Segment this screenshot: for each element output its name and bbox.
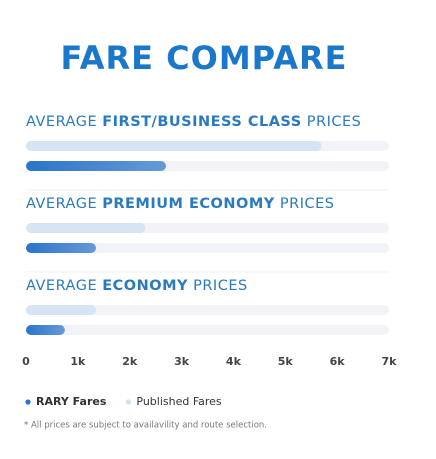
bar: [26, 305, 97, 315]
x-tick-label: 5k: [278, 355, 294, 368]
bar: [26, 141, 322, 151]
label-category: FIRST/BUSINESS CLASS: [102, 114, 301, 130]
footnote: * All prices are subject to availavility…: [24, 421, 267, 431]
group-label: AVERAGE PREMIUM ECONOMY PRICES: [26, 196, 334, 212]
group-label: AVERAGE ECONOMY PRICES: [26, 278, 248, 294]
legend-marker: [125, 399, 131, 405]
x-tick-label: 7k: [382, 355, 398, 368]
bar: [26, 325, 65, 335]
label-prefix: AVERAGE: [26, 196, 97, 212]
x-tick-label: 4k: [226, 355, 242, 368]
label-suffix: PRICES: [193, 278, 248, 294]
bar: [26, 223, 146, 233]
bar-track: [26, 243, 389, 253]
x-tick-label: 6k: [330, 355, 346, 368]
legend-label: RARY Fares: [36, 395, 107, 408]
bar-track: [26, 305, 389, 315]
legend-marker: [25, 399, 31, 405]
x-tick-label: 1k: [70, 355, 86, 368]
bar: [26, 161, 167, 171]
bar-track: [26, 325, 389, 335]
label-prefix: AVERAGE: [26, 114, 97, 130]
x-tick-label: 2k: [122, 355, 138, 368]
label-category: ECONOMY: [102, 278, 188, 294]
label-suffix: PRICES: [280, 196, 335, 212]
x-tick-label: 0: [22, 355, 30, 368]
legend-label: Published Fares: [136, 395, 222, 408]
label-suffix: PRICES: [307, 114, 362, 130]
group-label: AVERAGE FIRST/BUSINESS CLASS PRICES: [26, 114, 361, 130]
label-prefix: AVERAGE: [26, 278, 97, 294]
chart-title: FARE COMPARE: [61, 39, 348, 77]
bar: [26, 243, 97, 253]
label-category: PREMIUM ECONOMY: [102, 196, 275, 212]
x-tick-label: 3k: [174, 355, 190, 368]
